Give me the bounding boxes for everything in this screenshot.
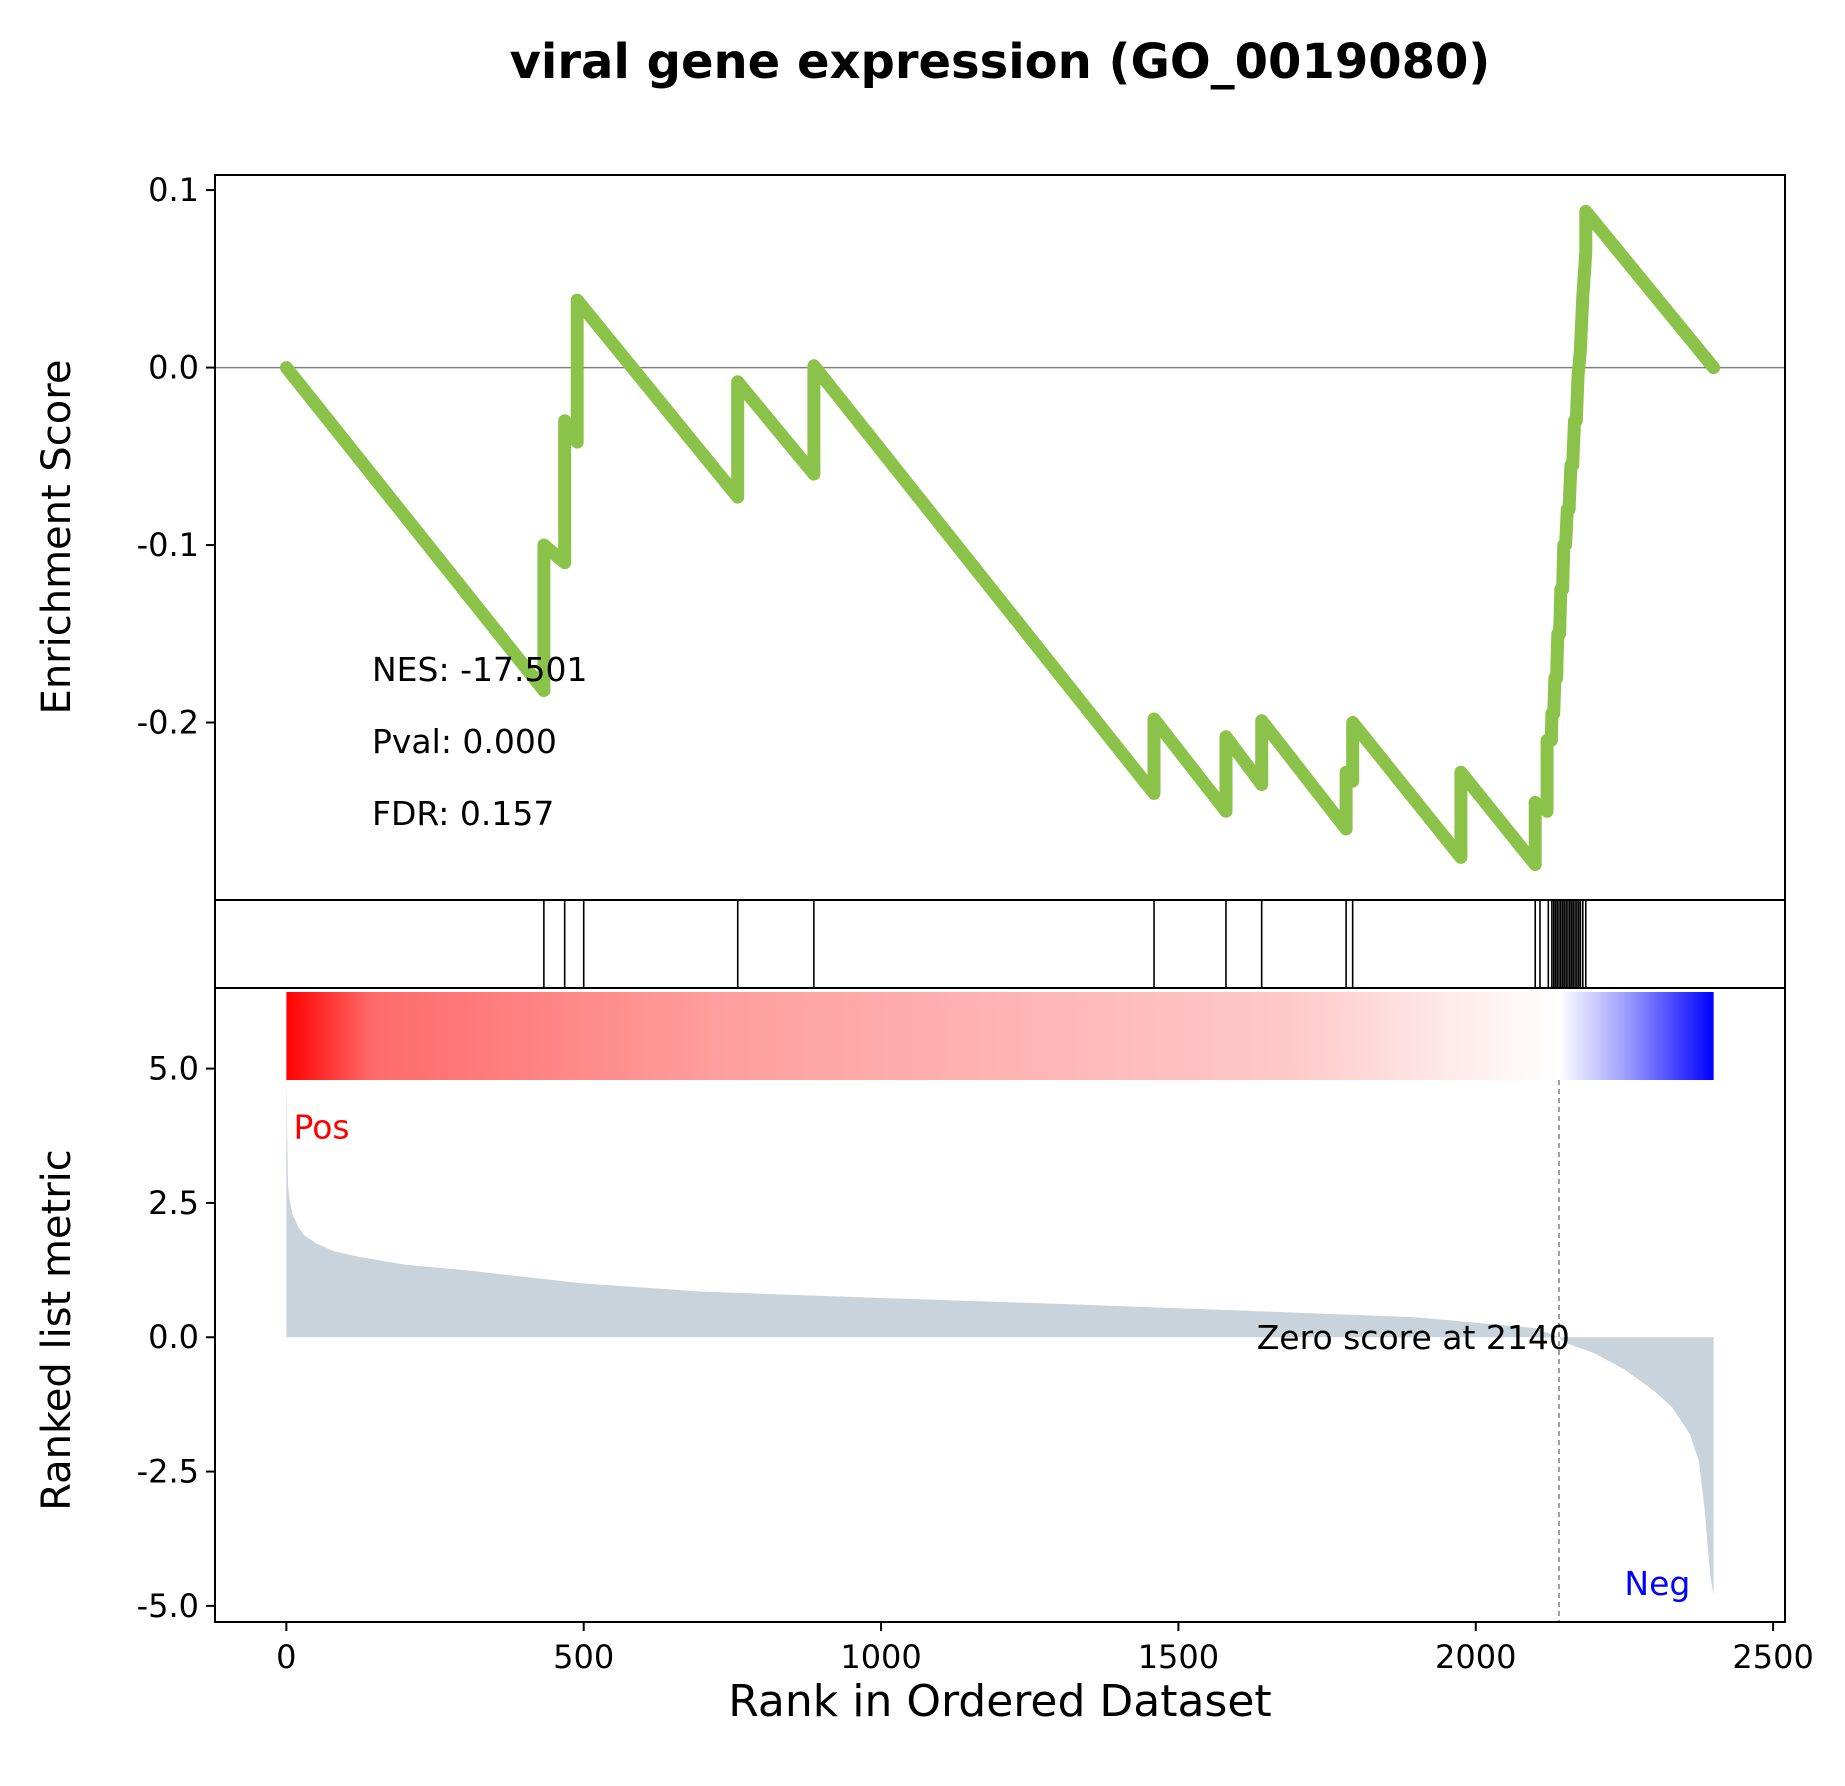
metric-axes-frame <box>214 987 1786 1623</box>
x-axis-label: Rank in Ordered Dataset <box>728 1676 1271 1727</box>
x-axis-ticks: 0 500 1000 1500 2000 2500 <box>276 1622 1814 1676</box>
metric-y-ticks: 5.0 2.5 0.0 -2.5 -5.0 <box>137 1050 215 1625</box>
ranked-metric-panel: Pos Neg Zero score at 2140 5.0 2.5 0.0 -2.5… <box>34 987 1786 1625</box>
x-tick-label: 2000 <box>1435 1638 1516 1676</box>
ranked-metric-area <box>286 1068 1714 1596</box>
pos-label: Pos <box>294 1107 350 1146</box>
es-y-tick-label: 0.1 <box>148 171 199 209</box>
hits-panel <box>214 899 1786 989</box>
metric-y-tick-label: -5.0 <box>137 1587 199 1625</box>
pval-stat: Pval: 0.000 <box>372 722 557 761</box>
metric-y-axis-label: Ranked list metric <box>34 1149 80 1511</box>
es-y-tick-label: -0.1 <box>137 526 199 564</box>
x-tick-label: 1500 <box>1138 1638 1219 1676</box>
x-tick-label: 1000 <box>840 1638 921 1676</box>
x-tick-label: 500 <box>553 1638 614 1676</box>
neg-label: Neg <box>1624 1564 1690 1603</box>
es-y-tick-label: -0.2 <box>137 704 199 742</box>
es-y-tick-label: 0.0 <box>148 349 199 387</box>
metric-y-tick-label: 5.0 <box>148 1050 199 1088</box>
rank-gradient-bar <box>286 992 1714 1080</box>
nes-stat: NES: -17.501 <box>372 650 587 689</box>
zero-score-label: Zero score at 2140 <box>1257 1318 1570 1357</box>
chart-title: viral gene expression (GO_0019080) <box>510 34 1491 90</box>
metric-y-tick-label: 2.5 <box>148 1184 199 1222</box>
es-line <box>279 204 1721 871</box>
es-y-ticks: 0.1 0.0 -0.1 -0.2 <box>137 171 215 742</box>
metric-y-tick-label: -2.5 <box>137 1453 199 1491</box>
x-tick-label: 0 <box>276 1638 296 1676</box>
enrichment-panel: 0.10.0-0.1-0.2 NES: -17.501 Pval: 0.000 … <box>34 171 1786 901</box>
x-tick-label: 2500 <box>1732 1638 1813 1676</box>
metric-y-tick-label: 0.0 <box>148 1318 199 1356</box>
hit-lines <box>543 900 1587 988</box>
fdr-stat: FDR: 0.157 <box>372 794 554 833</box>
hits-axes-frame <box>214 899 1786 989</box>
es-y-axis-label: Enrichment Score <box>34 360 80 715</box>
